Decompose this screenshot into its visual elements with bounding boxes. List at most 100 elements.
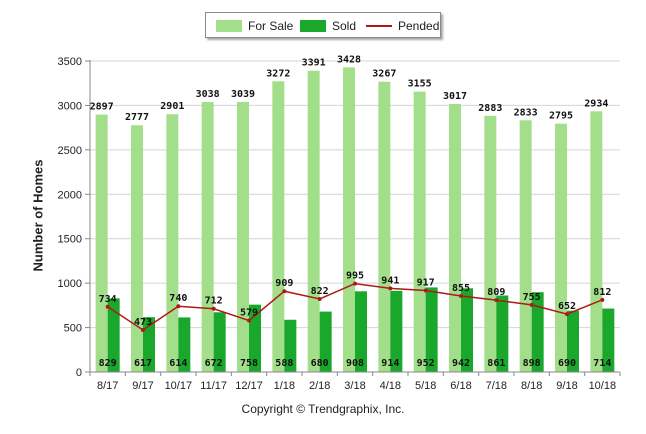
for-sale-label: 3038 xyxy=(196,89,220,100)
sold-bar xyxy=(178,317,191,372)
sold-label: 942 xyxy=(452,358,470,369)
pended-point xyxy=(388,286,393,291)
y-tick-label: 500 xyxy=(64,323,82,335)
pended-point xyxy=(282,289,287,294)
pended-label: 755 xyxy=(523,292,541,303)
pended-label: 822 xyxy=(311,286,329,297)
pended-label: 809 xyxy=(487,287,505,298)
for-sale-label: 3428 xyxy=(337,54,361,65)
x-tick-label: 9/17 xyxy=(132,380,153,392)
y-tick-label: 0 xyxy=(76,367,82,379)
y-tick-label: 2000 xyxy=(58,189,82,201)
pended-label: 917 xyxy=(417,278,435,289)
legend: For Sale Sold Pended xyxy=(205,12,441,38)
y-tick-label: 2500 xyxy=(58,145,82,157)
pended-label: 941 xyxy=(381,275,399,286)
for-sale-label: 2795 xyxy=(549,111,573,122)
sold-bar xyxy=(531,292,544,372)
legend-item-pended: Pended xyxy=(366,18,439,34)
legend-swatch-for-sale xyxy=(216,20,242,32)
x-tick-label: 12/17 xyxy=(235,380,263,392)
sold-label: 758 xyxy=(240,358,258,369)
for-sale-bar xyxy=(272,81,285,372)
for-sale-label: 2897 xyxy=(90,102,114,113)
for-sale-label: 2777 xyxy=(125,112,149,123)
sold-label: 672 xyxy=(205,358,223,369)
x-tick-label: 10/17 xyxy=(165,380,193,392)
sold-label: 614 xyxy=(169,358,187,369)
for-sale-label: 3391 xyxy=(302,58,326,69)
pended-point xyxy=(600,297,605,302)
sold-bar xyxy=(143,317,155,372)
sold-bar xyxy=(390,290,403,372)
for-sale-bar xyxy=(484,115,497,372)
for-sale-bar xyxy=(590,111,603,372)
y-tick-label: 1000 xyxy=(58,278,82,290)
y-axis-ticks: 0 500 1000 1500 2000 2500 3000 3500 xyxy=(58,56,90,379)
for-sale-bar xyxy=(95,114,108,372)
pended-label: 579 xyxy=(240,308,258,319)
sold-bar xyxy=(284,319,297,372)
for-sale-bar xyxy=(519,120,532,372)
x-tick-label: 6/18 xyxy=(450,380,471,392)
axes xyxy=(89,60,620,373)
for-sale-bar xyxy=(166,114,179,372)
pended-point xyxy=(423,288,428,293)
legend-item-for-sale: For Sale xyxy=(216,18,293,34)
x-tick-label: 2/18 xyxy=(309,380,330,392)
sold-bar xyxy=(567,310,579,372)
data-labels: 2897 734 829 2777 473 617 2901 740 614 3038 712 672… xyxy=(90,54,612,369)
sold-bar xyxy=(319,311,332,372)
for-sale-label: 2883 xyxy=(478,103,502,114)
pended-point xyxy=(105,304,110,309)
x-tick-label: 1/18 xyxy=(274,380,295,392)
sold-label: 690 xyxy=(558,358,576,369)
for-sale-label: 3272 xyxy=(266,68,290,79)
legend-item-sold: Sold xyxy=(300,18,356,34)
pended-label: 652 xyxy=(558,301,576,312)
x-tick-label: 8/18 xyxy=(521,380,542,392)
sold-label: 861 xyxy=(487,358,505,369)
pended-point xyxy=(565,312,569,317)
pended-label: 740 xyxy=(169,293,187,304)
sold-label: 829 xyxy=(99,358,117,369)
for-sale-bar xyxy=(131,125,143,372)
pended-point xyxy=(141,327,145,332)
sold-label: 908 xyxy=(346,358,364,369)
legend-label-for-sale: For Sale xyxy=(248,19,294,33)
pended-label: 909 xyxy=(275,278,293,289)
sold-bar xyxy=(213,312,226,372)
sold-label: 680 xyxy=(311,358,329,369)
x-tick-label: 11/17 xyxy=(200,380,227,392)
legend-swatch-sold xyxy=(300,20,326,32)
sold-label: 952 xyxy=(417,358,435,369)
pended-point xyxy=(317,296,322,301)
legend-label-sold: Sold xyxy=(332,19,357,33)
for-sale-bar xyxy=(378,81,391,373)
sold-bar xyxy=(355,291,367,372)
sold-bar xyxy=(249,304,261,372)
y-tick-label: 3000 xyxy=(58,100,82,112)
x-tick-label: 9/18 xyxy=(556,380,577,392)
x-axis-ticks: 8/17 9/17 10/17 11/17 12/17 1/18 2/18 3/18 4/18 5… xyxy=(89,372,621,392)
legend-label-pended: Pended xyxy=(398,19,440,33)
sold-label: 714 xyxy=(593,358,611,369)
for-sale-label: 2901 xyxy=(160,101,184,112)
pended-point xyxy=(494,298,499,303)
sold-bar xyxy=(602,308,615,372)
sold-bars xyxy=(107,287,615,372)
for-sale-bar xyxy=(449,103,461,372)
for-sale-bar xyxy=(237,101,249,373)
pended-line xyxy=(105,281,605,332)
for-sale-bar xyxy=(555,123,567,372)
for-sale-bar xyxy=(413,91,426,373)
x-tick-label: 5/18 xyxy=(415,380,436,392)
pended-label: 734 xyxy=(99,294,117,305)
sold-label: 914 xyxy=(381,358,399,369)
for-sale-bar xyxy=(307,70,320,372)
pended-label: 812 xyxy=(593,287,611,298)
y-axis-label: Number of Homes xyxy=(30,159,46,272)
y-tick-label: 1500 xyxy=(58,234,82,246)
pended-point xyxy=(459,294,463,299)
